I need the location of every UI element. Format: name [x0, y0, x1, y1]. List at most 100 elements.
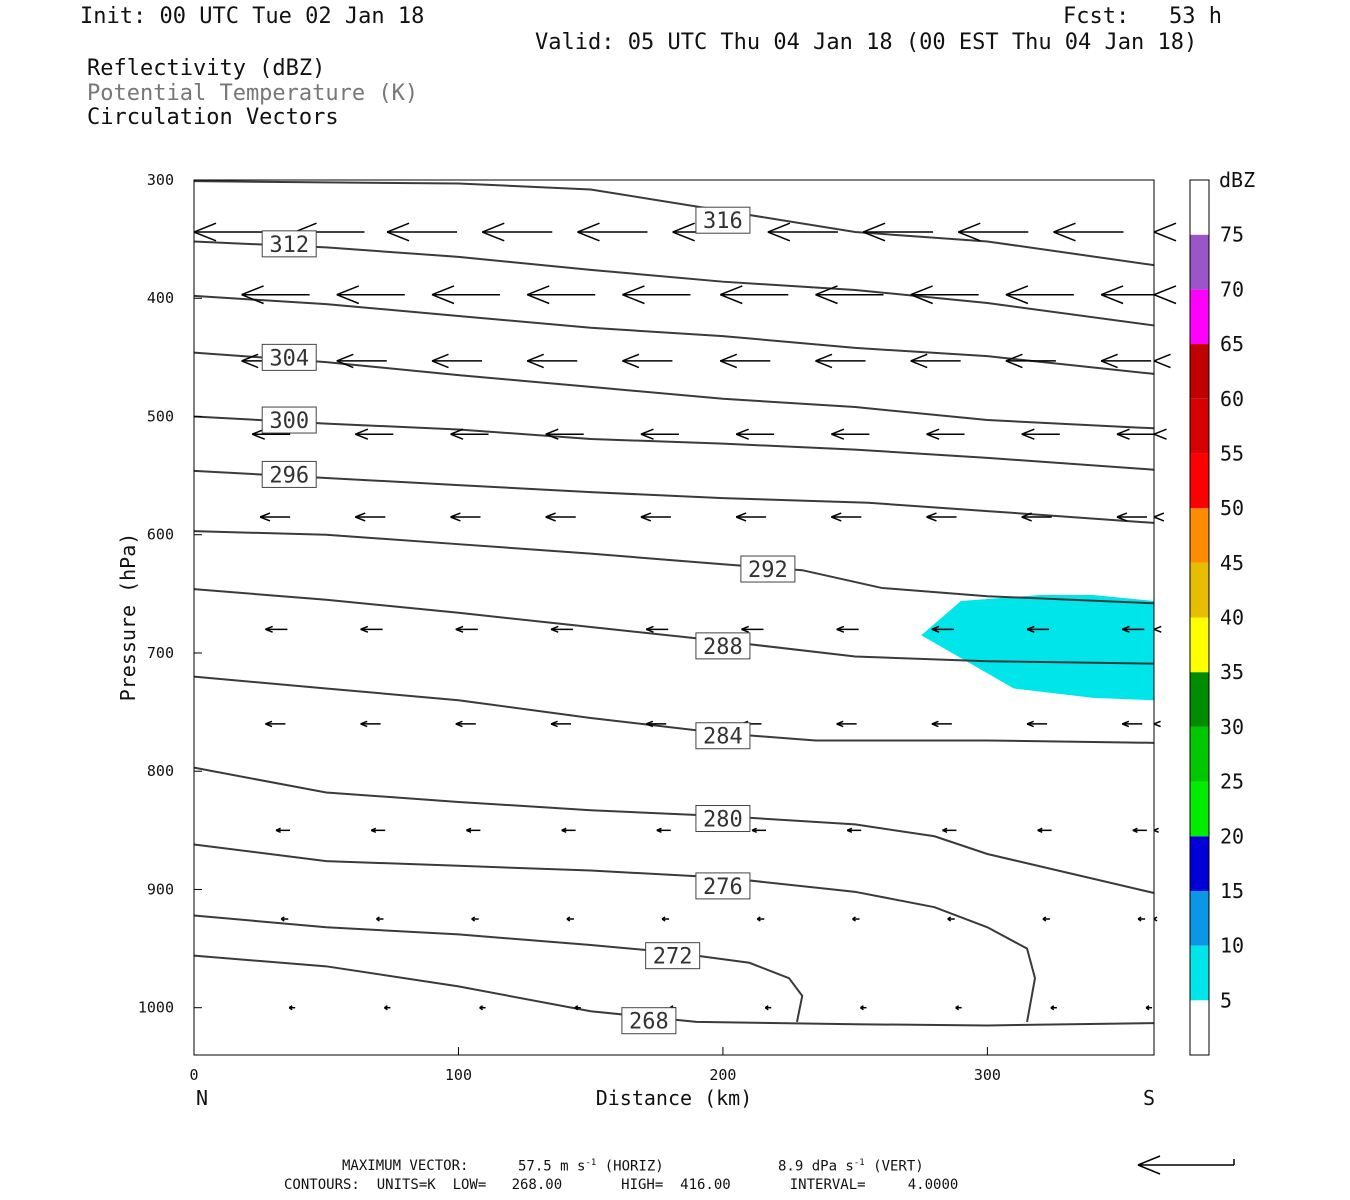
contour-label-296: 296	[261, 460, 317, 488]
vector-arrow	[455, 720, 476, 728]
vector-arrow	[376, 916, 384, 922]
colorbar-segment	[1190, 234, 1209, 290]
vector-arrow	[355, 512, 386, 522]
vector-arrow	[1116, 428, 1154, 440]
vector-arrow	[931, 720, 952, 728]
vector-arrow	[764, 1005, 772, 1011]
colorbar-segment	[1190, 836, 1209, 891]
contour-284	[193, 675, 1155, 744]
colorbar-segment	[1190, 1000, 1209, 1055]
colorbar-segment	[1190, 289, 1209, 345]
colorbar-segment	[1190, 890, 1209, 946]
vector-arrow	[526, 285, 596, 305]
vector-arrow	[1050, 1005, 1057, 1011]
field-reflectivity: Reflectivity (dBZ)	[87, 56, 326, 81]
vector-arrow	[288, 1005, 296, 1011]
contour-272	[193, 914, 804, 1023]
colorbar-frame	[1189, 179, 1210, 1056]
vector-arrow	[566, 916, 574, 922]
x-tick-label: 100	[445, 1066, 472, 1084]
vector-arrow	[1121, 625, 1145, 633]
x-tick-label: 300	[974, 1066, 1001, 1084]
y-tick-label: 300	[147, 171, 174, 189]
vector-arrow	[259, 512, 291, 522]
colorbar-segment	[1190, 344, 1209, 399]
svg-text:316: 316	[703, 209, 743, 234]
vector-arrow	[450, 512, 481, 522]
vector-arrow	[640, 428, 679, 440]
contour-label-304: 304	[261, 343, 317, 371]
vector-arrow	[1053, 222, 1124, 242]
svg-text:300: 300	[269, 409, 309, 434]
contour-label-316: 316	[695, 206, 751, 234]
vector-arrow	[640, 512, 671, 522]
vector-arrow	[1153, 285, 1177, 305]
vert-exponent: -1	[853, 1158, 865, 1168]
y-tick-label: 400	[147, 289, 174, 307]
vector-arrow	[846, 827, 862, 834]
vector-arrow	[958, 222, 1029, 242]
vector-arrow	[431, 353, 483, 369]
x-end-label-left: N	[196, 1086, 208, 1110]
svg-text:268: 268	[629, 1010, 669, 1035]
colorbar-segment	[1190, 562, 1209, 618]
vector-arrow	[383, 1005, 391, 1011]
vector-arrow	[1153, 625, 1162, 633]
contour-label-268: 268	[621, 1007, 677, 1035]
vector-arrow	[735, 428, 775, 440]
colorbar-label: 55	[1220, 441, 1244, 465]
colorbar-label: 20	[1220, 824, 1244, 848]
vector-arrow	[336, 353, 387, 369]
colorbar-label: 35	[1220, 660, 1244, 684]
vector-arrow	[1145, 1005, 1153, 1011]
vector-arrow	[910, 285, 979, 305]
vector-arrow	[656, 827, 671, 834]
vector-arrow	[910, 353, 961, 369]
vector-arrow	[720, 285, 789, 305]
svg-text:288: 288	[703, 635, 743, 660]
vector-arrow	[1153, 428, 1167, 440]
vector-arrow	[942, 827, 957, 834]
colorbar-segment	[1190, 617, 1209, 673]
colorbar-label: 75	[1220, 223, 1244, 247]
vector-arrow	[370, 827, 386, 834]
vector-arrow	[1100, 353, 1152, 369]
colorbar-segment	[1190, 508, 1209, 563]
vector-arrow	[645, 625, 669, 633]
vector-arrow	[360, 720, 381, 728]
vector-arrow	[815, 285, 884, 305]
vector-arrow	[1005, 285, 1074, 305]
vector-arrow	[471, 916, 479, 922]
vector-arrow	[955, 1005, 962, 1011]
vector-arrow	[545, 428, 584, 440]
contour-label-312: 312	[261, 230, 317, 258]
vector-arrow	[862, 222, 934, 242]
vector-arrow	[645, 720, 667, 728]
y-tick-label: 800	[147, 762, 174, 780]
colorbar-segment	[1190, 398, 1209, 454]
vector-arrow	[355, 428, 394, 440]
vector-arrow	[1132, 827, 1147, 834]
y-tick-label: 900	[147, 880, 174, 898]
svg-text:280: 280	[703, 808, 743, 833]
svg-text:276: 276	[703, 875, 743, 900]
contour-312	[193, 240, 1155, 327]
vector-arrow	[577, 222, 648, 242]
contour-296	[193, 469, 1155, 524]
contour-292	[193, 530, 1155, 605]
max-vector-horiz: 57.5 m s-1 (HORIZ)	[518, 1158, 664, 1175]
colorbar-segment	[1190, 180, 1209, 235]
y-tick-label: 500	[147, 407, 174, 425]
axes: 300 400 500 600 700 800 900 1000 0 100 200 300 N S Dis…	[116, 171, 1155, 1110]
contour-276	[193, 843, 1037, 1023]
vector-arrow	[265, 720, 286, 728]
colorbar-label: 40	[1220, 606, 1244, 630]
vector-arrow	[1121, 720, 1143, 728]
vector-arrow	[336, 285, 405, 305]
vector-arrow	[852, 916, 860, 922]
colorbar-segment	[1190, 945, 1209, 1001]
contour-label-300: 300	[261, 406, 317, 434]
init-time: Init: 00 UTC Tue 02 Jan 18	[80, 4, 425, 29]
vector-arrow	[1153, 720, 1161, 728]
circulation-vectors	[193, 222, 1177, 1011]
